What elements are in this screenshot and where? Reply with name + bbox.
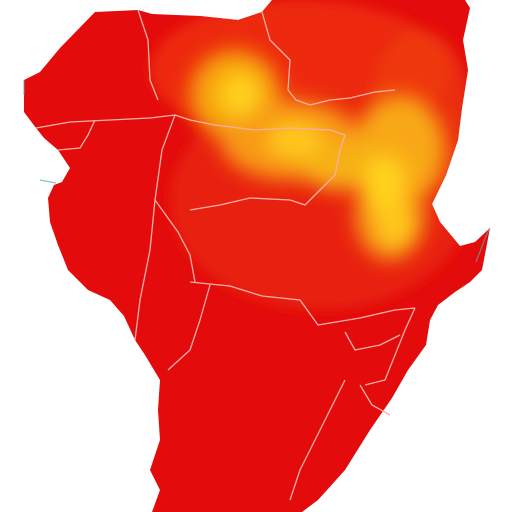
coastline-accents <box>23 80 491 263</box>
border-line <box>57 119 96 151</box>
peak-zone-2 <box>267 122 323 158</box>
border-line <box>261 11 396 106</box>
border-line <box>35 114 346 136</box>
hot-zone-mid <box>300 140 380 190</box>
border-line <box>359 384 391 416</box>
coast-accent <box>475 227 491 263</box>
border-line <box>344 331 401 351</box>
border-line <box>189 134 346 211</box>
heat-layer <box>150 0 470 310</box>
peak-zone-1 <box>220 73 260 117</box>
border-lines <box>35 9 416 501</box>
peak-zone-4 <box>377 203 413 247</box>
coast-accent <box>39 179 57 184</box>
border-line <box>167 284 211 371</box>
border-line <box>364 307 416 386</box>
peak-zone-3 <box>363 155 407 215</box>
border-line <box>189 281 416 326</box>
border-line <box>137 9 159 101</box>
border-line <box>134 114 176 341</box>
border-line <box>154 199 196 283</box>
border-line <box>289 379 346 501</box>
